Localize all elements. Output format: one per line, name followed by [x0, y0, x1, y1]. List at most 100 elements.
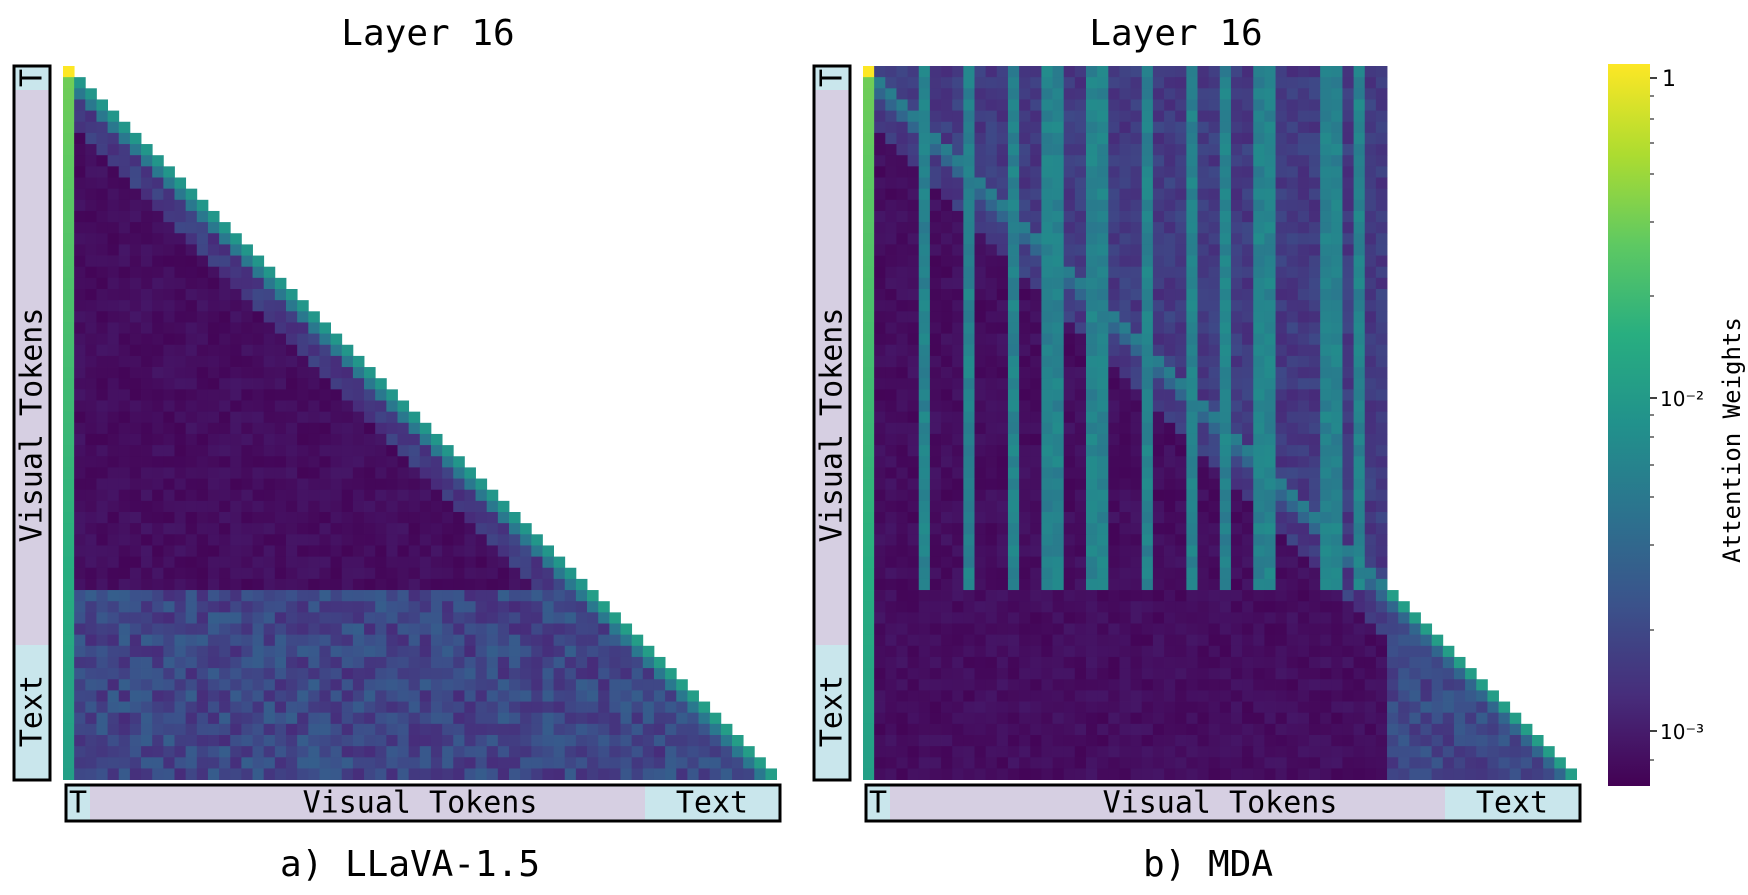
- panel-a-heatmap-cell: [107, 132, 120, 145]
- panel-a-heatmap-cell: [241, 723, 253, 736]
- panel-a-heatmap-cell: [531, 723, 543, 736]
- panel-a-heatmap-cell: [141, 690, 153, 702]
- panel-b-heatmap-cell: [1342, 311, 1354, 323]
- panel-b-heatmap-cell: [1108, 500, 1120, 513]
- panel-a-heatmap-cell: [274, 333, 287, 346]
- panel-a-heatmap-cell: [609, 690, 621, 702]
- panel-a-heatmap-cell: [163, 679, 175, 691]
- panel-b-heatmap-cell: [918, 367, 931, 379]
- panel-a-heatmap-cell: [375, 690, 387, 702]
- panel-a-heatmap-cell: [631, 768, 644, 780]
- panel-b-heatmap-cell: [1019, 656, 1031, 669]
- panel-a-heatmap-cell: [174, 244, 187, 256]
- panel-b-heatmap-cell: [1297, 590, 1310, 602]
- panel-a-heatmap-cell: [274, 601, 287, 613]
- panel-b-heatmap-cell: [1197, 601, 1210, 613]
- panel-a-heatmap-cell: [241, 757, 253, 769]
- panel-b-heatmap-cell: [1186, 121, 1198, 134]
- panel-a-heatmap-cell: [63, 378, 75, 390]
- panel-a-heatmap-cell: [63, 389, 75, 401]
- panel-b-heatmap-cell: [1309, 300, 1321, 312]
- panel-a-heatmap-cell: [219, 333, 231, 346]
- panel-b-heatmap-cell: [1242, 99, 1254, 111]
- panel-b-heatmap-cell: [1242, 467, 1254, 479]
- panel-a-heatmap-cell: [286, 556, 298, 569]
- panel-b-heatmap-cell: [885, 311, 897, 323]
- panel-b-heatmap-cell: [974, 668, 987, 680]
- panel-a-heatmap-cell: [129, 177, 142, 190]
- panel-b-heatmap-cell: [1086, 389, 1098, 401]
- panel-b-heatmap-cell: [1309, 567, 1321, 580]
- panel-a-heatmap-cell: [74, 679, 86, 691]
- panel-a-heatmap-cell: [207, 344, 220, 357]
- panel-a-heatmap-cell: [74, 255, 86, 268]
- panel-b-heatmap-cell: [1052, 233, 1065, 245]
- panel-b-heatmap-cell: [1197, 322, 1210, 334]
- panel-a-heatmap-cell: [241, 500, 253, 513]
- panel-a-heatmap-cell: [274, 311, 287, 323]
- panel-b-heatmap-cell: [1342, 601, 1354, 613]
- panel-b-heatmap-cell: [1086, 355, 1098, 368]
- panel-b-heatmap-cell: [1242, 433, 1254, 446]
- panel-b-heatmap-cell: [1119, 400, 1131, 413]
- panel-b-heatmap-cell: [963, 556, 975, 569]
- panel-b-heatmap-cell: [1297, 645, 1310, 658]
- panel-a-heatmap-cell: [207, 612, 220, 624]
- panel-b-heatmap-cell: [1108, 545, 1120, 557]
- panel-b-heatmap-cell: [1309, 322, 1321, 334]
- panel-b-heatmap-cell: [1242, 132, 1254, 145]
- panel-a-heatmap-cell: [185, 668, 198, 680]
- panel-b-heatmap-cell: [1297, 545, 1310, 557]
- panel-b-heatmap-cell: [1253, 66, 1265, 78]
- panel-a-heatmap-cell: [308, 735, 320, 747]
- panel-b-heatmap-cell: [996, 723, 1009, 736]
- panel-a-heatmap-cell: [163, 333, 175, 346]
- panel-b-heatmap-cell: [896, 289, 908, 301]
- panel-b-heatmap-cell: [1052, 199, 1065, 212]
- panel-a-heatmap-cell: [74, 422, 86, 435]
- panel-b-heatmap-cell: [963, 645, 975, 658]
- panel-b-heatmap-cell: [963, 634, 975, 647]
- panel-b-heatmap-cell: [1086, 411, 1098, 424]
- panel-b-heatmap-cell: [1208, 266, 1221, 279]
- panel-b-heatmap-cell: [1375, 166, 1388, 178]
- panel-b-heatmap-cell: [996, 567, 1009, 580]
- panel-b-heatmap-cell: [1197, 656, 1210, 669]
- panel-b-heatmap-cell: [952, 233, 964, 245]
- panel-b-heatmap-cell: [1186, 712, 1198, 725]
- panel-b-heatmap-cell: [1186, 199, 1198, 212]
- panel-a-heatmap-cell: [408, 556, 421, 569]
- panel-b-heatmap-cell: [1007, 422, 1020, 435]
- panel-b-heatmap-cell: [1342, 478, 1354, 491]
- panel-a-heatmap-cell: [141, 289, 153, 301]
- panel-a-heatmap-cell: [297, 645, 309, 658]
- panel-b-heatmap-cell: [1197, 389, 1210, 401]
- panel-a-heatmap-cell: [430, 489, 443, 502]
- panel-b-heatmap-cell: [907, 132, 920, 145]
- panel-a-heatmap-cell: [609, 645, 621, 658]
- panel-b-heatmap-cell: [1141, 523, 1154, 535]
- panel-a-heatmap-cell: [430, 567, 443, 580]
- panel-a-heatmap-cell: [118, 712, 131, 725]
- panel-a-heatmap-cell: [386, 545, 398, 557]
- panel-a-heatmap-cell: [330, 712, 343, 725]
- panel-a-heatmap-cell: [107, 255, 120, 268]
- panel-a-heatmap-cell: [129, 523, 142, 535]
- panel-b-heatmap-cell: [1353, 188, 1366, 201]
- panel-b-heatmap-cell: [907, 99, 920, 111]
- panel-b-heatmap-cell: [1063, 277, 1076, 290]
- panel-b-heatmap-cell: [1297, 99, 1310, 111]
- panel-b-heatmap-cell: [1297, 333, 1310, 346]
- panel-a-heatmap-cell: [241, 656, 253, 669]
- panel-b-heatmap-cell: [1086, 567, 1098, 580]
- panel-b-heatmap-cell: [1152, 277, 1165, 290]
- panel-a-heatmap-cell: [152, 712, 164, 725]
- panel-b-heatmap-cell: [896, 411, 908, 424]
- panel-a-heatmap-cell: [330, 623, 343, 636]
- panel-a-heatmap-cell: [85, 712, 97, 725]
- panel-b-heatmap-cell: [1164, 322, 1176, 334]
- panel-b-heatmap-cell: [1164, 244, 1176, 256]
- panel-a-heatmap-cell: [85, 433, 97, 446]
- panel-a-heatmap-cell: [520, 701, 532, 714]
- panel-a-heatmap-cell: [230, 645, 242, 658]
